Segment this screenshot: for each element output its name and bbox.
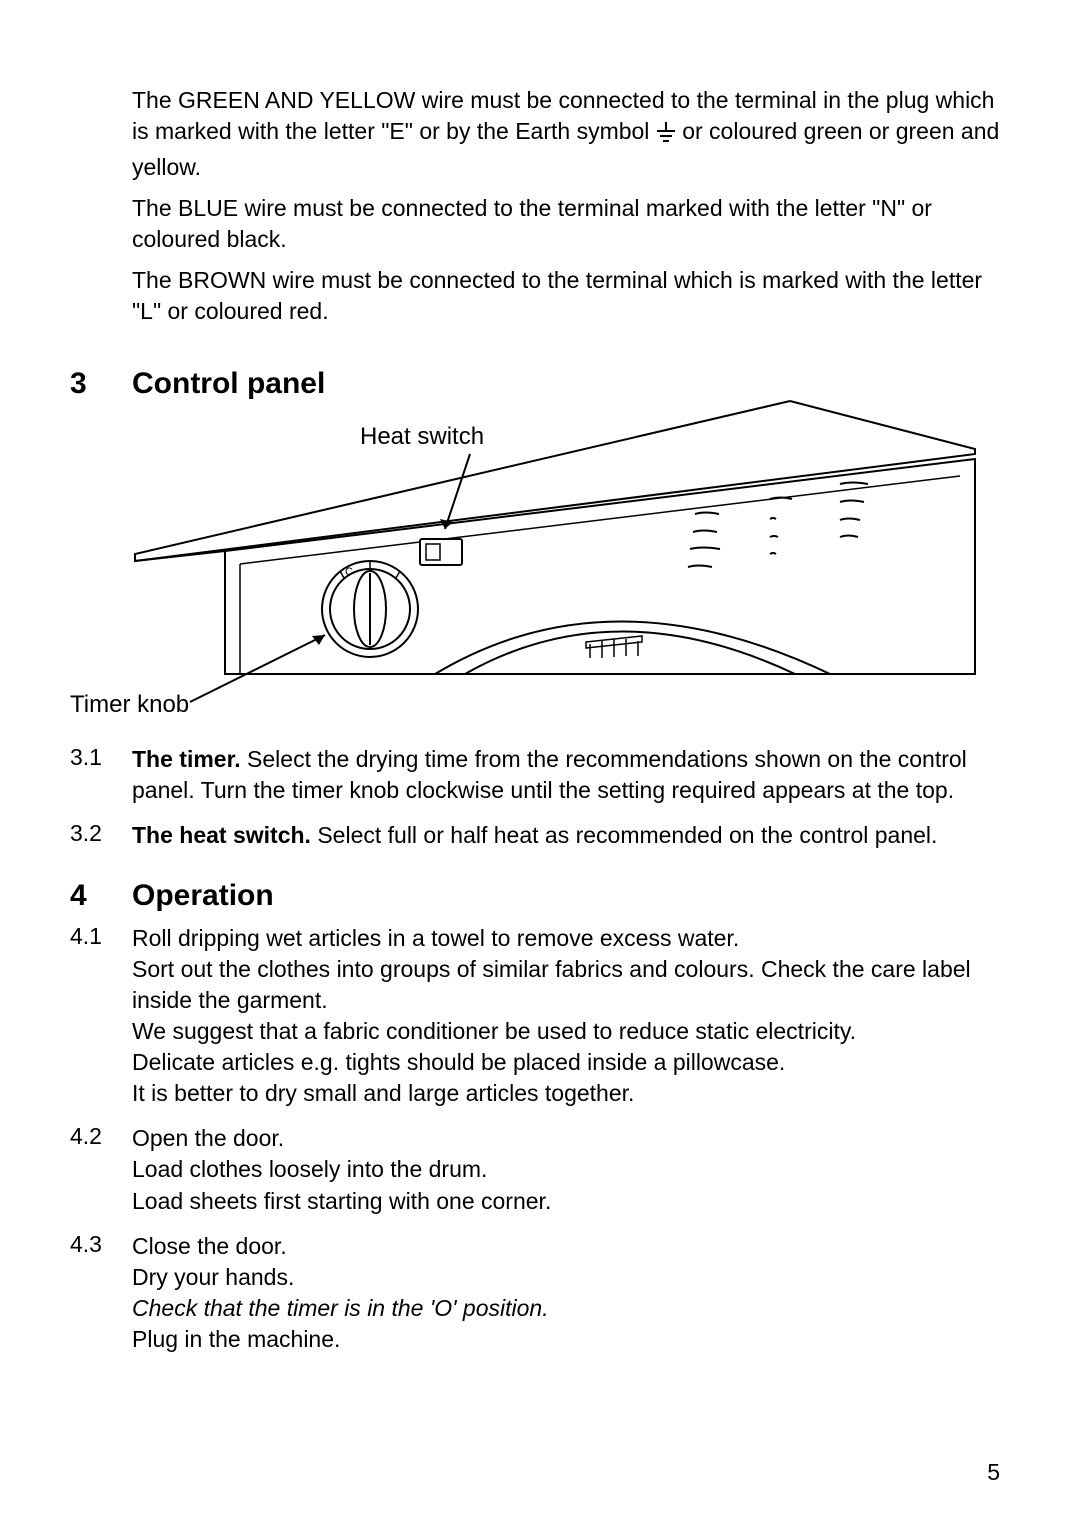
subsection-body: The timer. Select the drying time from t… (132, 744, 1000, 806)
line-italic: Check that the timer is in the 'O' posit… (132, 1293, 1000, 1324)
earth-symbol-icon (656, 121, 676, 152)
section-number: 3 (70, 367, 132, 401)
subsection-4-3: 4.3 Close the door. Dry your hands. Chec… (70, 1231, 1000, 1355)
text: Select full or half heat as recommended … (311, 822, 937, 848)
line: Sort out the clothes into groups of simi… (132, 954, 1000, 1016)
line: Load clothes loosely into the drum. (132, 1154, 1000, 1185)
wire-blue: The BLUE wire must be connected to the t… (132, 193, 1000, 255)
wiring-instructions: The GREEN AND YELLOW wire must be connec… (132, 85, 1000, 327)
section-number: 4 (70, 879, 132, 913)
subsection-4-1: 4.1 Roll dripping wet articles in a towe… (70, 923, 1000, 1109)
wire-brown: The BROWN wire must be connected to the … (132, 265, 1000, 327)
subsection-3-1: 3.1 The timer. Select the drying time fr… (70, 744, 1000, 806)
line: Open the door. (132, 1123, 1000, 1154)
heat-switch-label: Heat switch (360, 423, 484, 450)
timer-knob-label: Timer knob (70, 691, 189, 718)
lead: The timer. (132, 746, 241, 772)
subsection-number: 3.2 (70, 820, 132, 851)
line: Dry your hands. (132, 1262, 1000, 1293)
subsection-3-2: 3.2 The heat switch. Select full or half… (70, 820, 1000, 851)
control-panel-diagram: C Heat switch Timer knob (70, 379, 1000, 724)
page-number: 5 (987, 1459, 1000, 1486)
subsection-number: 4.2 (70, 1123, 132, 1216)
subsection-number: 4.1 (70, 923, 132, 1109)
line: Delicate articles e.g. tights should be … (132, 1047, 1000, 1078)
subsection-number: 3.1 (70, 744, 132, 806)
wire-green-yellow: The GREEN AND YELLOW wire must be connec… (132, 85, 1000, 183)
subsection-4-2: 4.2 Open the door. Load clothes loosely … (70, 1123, 1000, 1216)
svg-text:C: C (345, 566, 353, 578)
line: Roll dripping wet articles in a towel to… (132, 923, 1000, 954)
text: Select the drying time from the recommen… (132, 746, 967, 803)
section-4-header: 4 Operation (70, 879, 1000, 913)
line: Load sheets first starting with one corn… (132, 1186, 1000, 1217)
subsection-number: 4.3 (70, 1231, 132, 1355)
section-title: Control panel (132, 367, 325, 401)
section-title: Operation (132, 879, 274, 913)
lead: The heat switch. (132, 822, 311, 848)
subsection-body: Roll dripping wet articles in a towel to… (132, 923, 1000, 1109)
line: We suggest that a fabric conditioner be … (132, 1016, 1000, 1047)
line: Close the door. (132, 1231, 1000, 1262)
subsection-body: The heat switch. Select full or half hea… (132, 820, 1000, 851)
line: Plug in the machine. (132, 1324, 1000, 1355)
line: It is better to dry small and large arti… (132, 1078, 1000, 1109)
subsection-body: Open the door. Load clothes loosely into… (132, 1123, 1000, 1216)
subsection-body: Close the door. Dry your hands. Check th… (132, 1231, 1000, 1355)
